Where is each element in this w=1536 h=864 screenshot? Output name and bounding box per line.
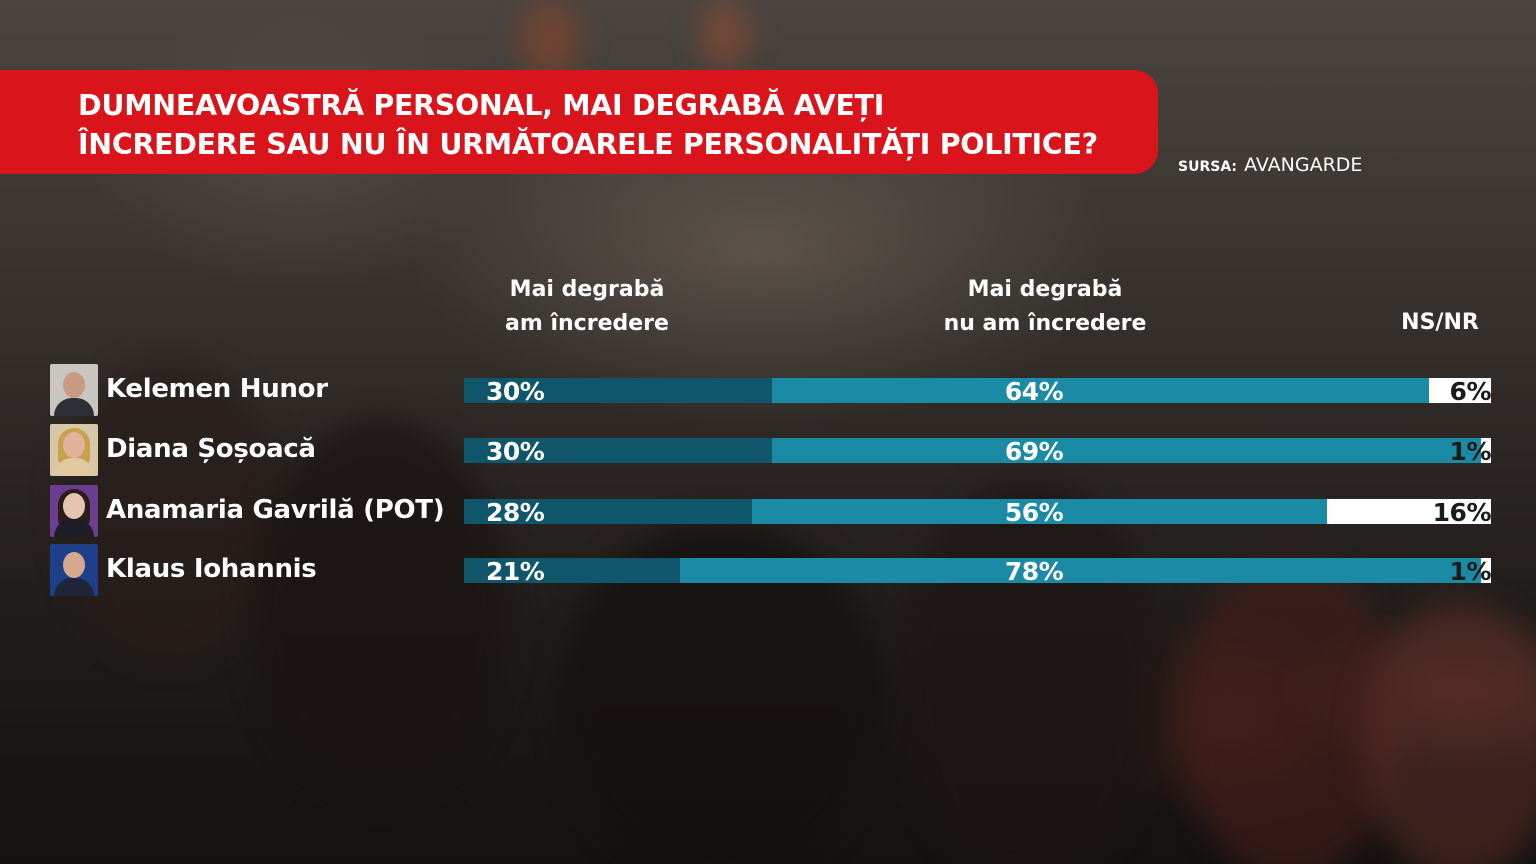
column-header-nsnr-line-1: NS/NR xyxy=(1401,310,1479,335)
chart-title: DUMNEAVOASTRĂ PERSONAL, MAI DEGRABĂ AVEȚ… xyxy=(78,86,1158,164)
value-label-trust: 21% xyxy=(486,557,545,586)
bar-segment-trust xyxy=(464,499,752,524)
bar-segment-nsnr xyxy=(1481,558,1491,583)
stacked-bar: 28% 56% 16% xyxy=(464,498,1492,527)
bar-segment-distrust xyxy=(680,558,1481,583)
value-label-trust: 30% xyxy=(486,437,545,466)
portrait-man-suit-icon xyxy=(50,544,98,596)
title-band xyxy=(0,70,1158,174)
value-label-nsnr: 16% xyxy=(1432,498,1492,527)
chart-title-line-1: DUMNEAVOASTRĂ PERSONAL, MAI DEGRABĂ AVEȚ… xyxy=(78,89,885,122)
bar-segment-trust xyxy=(464,378,772,403)
bar-segment-distrust xyxy=(772,438,1481,463)
portrait-woman-dark-icon xyxy=(50,485,98,537)
portrait-woman-blonde-icon xyxy=(50,424,98,476)
value-label-distrust: 56% xyxy=(1004,498,1064,527)
value-label-distrust: 69% xyxy=(1004,437,1064,466)
bar-segment-trust xyxy=(464,438,772,463)
column-header-distrust-line-2: nu am încredere xyxy=(943,311,1147,336)
bar-segment-distrust xyxy=(772,378,1429,403)
category-label: Diana Șoșoacă xyxy=(106,434,316,464)
category-label: Klaus Iohannis xyxy=(106,554,317,584)
category-label: Kelemen Hunor xyxy=(106,374,328,404)
column-header-distrust-line-1: Mai degrabă xyxy=(967,277,1123,302)
stacked-bar: 21% 78% 1% xyxy=(464,557,1492,586)
stacked-bar: 30% 69% 1% xyxy=(464,437,1492,466)
bar-segment-distrust xyxy=(752,499,1327,524)
portrait-man-gray-icon xyxy=(50,364,98,416)
chart-row: Diana Șoșoacă 30% 69% 1% xyxy=(0,424,1536,476)
chart-row: Kelemen Hunor 30% 64% 6% xyxy=(0,364,1536,416)
column-header-trust-line-1: Mai degrabă xyxy=(509,277,665,302)
column-header-nsnr: NS/NR xyxy=(1390,306,1490,340)
chart-row: Klaus Iohannis 21% 78% 1% xyxy=(0,544,1536,596)
source-credit: SURSA: AVANGARDE xyxy=(1178,154,1362,176)
source-name: AVANGARDE xyxy=(1244,154,1363,176)
source-label: SURSA: xyxy=(1178,159,1238,175)
value-label-distrust: 78% xyxy=(1004,557,1064,586)
value-label-nsnr: 1% xyxy=(1449,437,1492,466)
value-label-distrust: 64% xyxy=(1004,377,1064,406)
bar-segment-trust xyxy=(464,558,680,583)
value-label-trust: 28% xyxy=(486,498,545,527)
value-label-trust: 30% xyxy=(486,377,545,406)
bar-segment-nsnr xyxy=(1327,499,1491,524)
value-label-nsnr: 1% xyxy=(1449,557,1492,586)
chart-row: Anamaria Gavrilă (POT) 28% 56% 16% xyxy=(0,485,1536,537)
chart-title-line-2: ÎNCREDERE SAU NU ÎN URMĂTOARELE PERSONAL… xyxy=(78,128,1098,161)
column-header-trust: Mai degrabă am încredere xyxy=(487,273,687,341)
stacked-bar: 30% 64% 6% xyxy=(464,377,1492,406)
category-label: Anamaria Gavrilă (POT) xyxy=(106,495,445,525)
column-header-trust-line-2: am încredere xyxy=(505,311,669,336)
value-label-nsnr: 6% xyxy=(1449,377,1492,406)
bar-segment-nsnr xyxy=(1429,378,1491,403)
bar-segment-nsnr xyxy=(1481,438,1491,463)
column-header-distrust: Mai degrabă nu am încredere xyxy=(925,273,1165,341)
